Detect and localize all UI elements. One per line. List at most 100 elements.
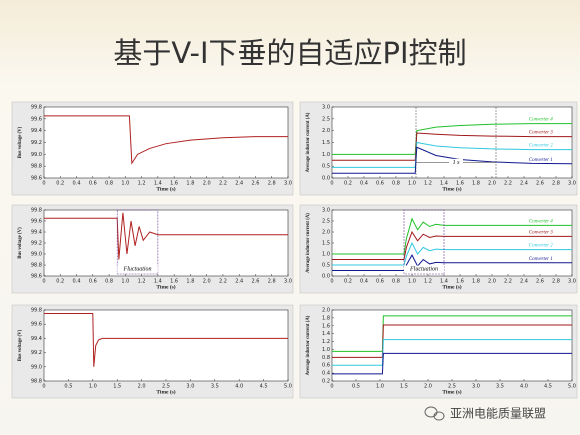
y-axis-label: Bus voltage (V) xyxy=(18,329,23,361)
x-tick-label: 0.4 xyxy=(360,279,368,285)
data-line xyxy=(332,241,572,266)
y-tick-label: 1.5 xyxy=(322,241,330,247)
y-tick-label: 1.0 xyxy=(322,152,330,158)
y-tick-label: 99.8 xyxy=(31,308,42,314)
x-tick-label: 1.0 xyxy=(408,181,416,187)
y-tick-label: 3.0 xyxy=(322,208,330,214)
x-tick-label: 1.0 xyxy=(121,181,129,187)
x-tick-label: 3.0 xyxy=(284,279,292,285)
x-tick-label: 2.2 xyxy=(504,279,512,285)
x-tick-label: 1.2 xyxy=(424,181,432,187)
y-tick-label: 1.0 xyxy=(322,252,330,258)
x-axis-label: Time (s) xyxy=(156,388,175,395)
x-tick-label: 2.4 xyxy=(520,181,528,187)
y-axis-label: Bus voltage (V) xyxy=(18,227,23,259)
series-label: Converter 2 xyxy=(529,144,554,149)
chart: 0.0 0.5 1.0 1.5 2.0 2.5 3.0 0 0.2 0.4 0.6 0.8 1.0 1.2… xyxy=(299,204,578,294)
chart: 98.6 98.8 99.0 99.2 99.4 99.6 99.8 0 0.2 0.4 0.6 0.… xyxy=(11,101,294,196)
data-line xyxy=(332,217,572,255)
x-tick-label: 1.6 xyxy=(170,181,178,187)
annotation-box xyxy=(403,209,445,275)
x-tick-label: 0.2 xyxy=(56,279,64,285)
y-tick-label: 0.5 xyxy=(322,263,330,269)
x-tick-label: 2.0 xyxy=(203,279,211,285)
y-tick-label: 1.2 xyxy=(322,339,330,345)
x-tick-label: 1.0 xyxy=(376,384,384,390)
x-tick-label: 1.6 xyxy=(170,279,178,285)
series-label: Converter 2 xyxy=(529,244,554,249)
y-tick-label: 99.6 xyxy=(31,219,42,225)
x-tick-label: 1.5 xyxy=(400,384,408,390)
x-tick-label: 1.2 xyxy=(424,279,432,285)
x-tick-label: 3.5 xyxy=(496,384,504,390)
x-tick-label: 2.6 xyxy=(536,279,544,285)
y-tick-label: 99.4 xyxy=(31,336,42,342)
y-tick-label: 98.6 xyxy=(31,176,42,182)
x-tick-label: 2.4 xyxy=(235,181,243,187)
chart: 98.8 99.0 99.2 99.4 99.6 99.8 0 0.5 1.0 1.5 2.0 2.5… xyxy=(11,304,294,399)
x-tick-label: 1.4 xyxy=(440,181,448,187)
y-tick-label: 0.0 xyxy=(322,176,330,182)
x-tick-label: 1.4 xyxy=(154,279,162,285)
x-tick-label: 3.0 xyxy=(472,384,480,390)
x-tick-label: 1.8 xyxy=(472,279,480,285)
x-tick-label: 2.8 xyxy=(552,279,560,285)
series-label: Converter 3 xyxy=(529,131,554,136)
x-tick-label: 2.8 xyxy=(268,279,276,285)
x-tick-label: 2.6 xyxy=(251,279,259,285)
data-line xyxy=(44,115,288,165)
y-tick-label: 2.0 xyxy=(322,128,330,134)
watermark: 亚洲电能质量联盟 xyxy=(450,407,546,421)
y-tick-label: 98.8 xyxy=(31,263,42,269)
x-tick-label: 3.0 xyxy=(568,181,576,187)
y-tick-label: 0.8 xyxy=(322,355,330,361)
y-tick-label: 99.4 xyxy=(31,230,42,236)
y-tick-label: 99.6 xyxy=(31,116,42,122)
x-tick-label: 2.2 xyxy=(219,181,227,187)
x-tick-label: 2.4 xyxy=(520,279,528,285)
y-tick-label: 0.0 xyxy=(322,274,330,280)
y-tick-label: 0.4 xyxy=(322,371,330,377)
x-tick-label: 1.0 xyxy=(408,279,416,285)
x-tick-label: 0.2 xyxy=(344,181,352,187)
x-tick-label: 1.2 xyxy=(138,181,146,187)
y-tick-label: 1.5 xyxy=(322,140,330,146)
x-tick-label: 2.0 xyxy=(138,384,146,390)
x-tick-label: 0.6 xyxy=(376,279,384,285)
y-tick-label: 1.6 xyxy=(322,323,330,329)
y-tick-label: 1.0 xyxy=(322,347,330,353)
x-tick-label: 0 xyxy=(330,279,333,285)
data-line xyxy=(332,352,572,375)
x-tick-label: 0 xyxy=(42,181,45,187)
plot-area xyxy=(331,106,573,179)
x-tick-label: 1.0 xyxy=(89,384,97,390)
x-tick-label: 1.4 xyxy=(440,279,448,285)
y-tick-label: 1.4 xyxy=(322,331,330,337)
y-tick-label: 99.0 xyxy=(31,152,42,158)
y-tick-label: 0.2 xyxy=(322,379,330,385)
x-tick-label: 0.4 xyxy=(73,279,81,285)
x-tick-label: 2.6 xyxy=(536,181,544,187)
x-tick-label: 0.8 xyxy=(105,181,113,187)
y-axis-label: Bus voltage (V) xyxy=(18,126,23,158)
x-tick-label: 0.5 xyxy=(352,384,360,390)
y-tick-label: 99.0 xyxy=(31,364,42,370)
x-tick-label: 1.8 xyxy=(186,279,194,285)
x-tick-label: 0.6 xyxy=(89,181,97,187)
x-tick-label: 0.2 xyxy=(344,279,352,285)
x-tick-label: 0.8 xyxy=(392,279,400,285)
y-tick-label: 99.2 xyxy=(31,140,42,146)
x-axis-label: Time (s) xyxy=(442,185,461,192)
x-tick-label: 4.0 xyxy=(235,384,243,390)
x-tick-label: 2.6 xyxy=(251,181,259,187)
series-label: Converter 1 xyxy=(529,257,553,262)
y-axis-label: Average inductor current (A) xyxy=(306,112,311,172)
x-tick-label: 3.0 xyxy=(284,181,292,187)
plot-area xyxy=(331,309,573,382)
x-tick-label: 0.2 xyxy=(56,181,64,187)
x-tick-label: 3.0 xyxy=(186,384,194,390)
plot-area xyxy=(43,309,289,382)
chart: 0.0 0.5 1.0 1.5 2.0 2.5 3.0 0 0.2 0.4 0.6 0.8 1.0 1.2… xyxy=(299,101,578,196)
x-tick-label: 1.0 xyxy=(121,279,129,285)
